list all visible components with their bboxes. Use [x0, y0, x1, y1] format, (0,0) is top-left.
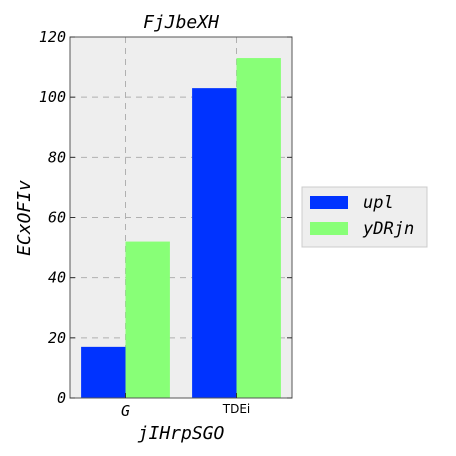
legend-label-yDRjn: yDRjn [362, 219, 414, 239]
y-tick-label: 60 [48, 209, 66, 227]
legend-label-upl: upl [363, 193, 394, 213]
bar-yDRjn-TDEi [236, 58, 281, 398]
x-tick-label: G [121, 402, 130, 420]
legend-swatch-upl [310, 196, 348, 209]
x-axis-label: jIHrpSGO [138, 423, 225, 444]
x-tick-label: TDEi [222, 402, 251, 416]
y-tick-label: 20 [48, 329, 66, 347]
y-tick-label: 100 [39, 88, 66, 106]
legend: upl yDRjn [301, 186, 428, 248]
y-tick-label: 0 [57, 389, 66, 407]
y-tick-label: 120 [39, 28, 66, 46]
y-axis-ticks: 0 20 40 60 80 100 120 [39, 28, 292, 407]
legend-swatch-yDRjn [310, 222, 348, 235]
y-tick-label: 40 [48, 269, 66, 287]
bar-upl-TDEi [192, 88, 237, 399]
y-axis-label: ECxOFIv [14, 180, 35, 256]
chart-title: FjJbeXH [143, 12, 219, 33]
bar-upl-G [81, 346, 126, 398]
bar-yDRjn-G [125, 241, 170, 398]
x-axis-ticks: G TDEi [121, 393, 250, 420]
bar-series [81, 58, 281, 399]
y-tick-label: 80 [48, 148, 66, 166]
